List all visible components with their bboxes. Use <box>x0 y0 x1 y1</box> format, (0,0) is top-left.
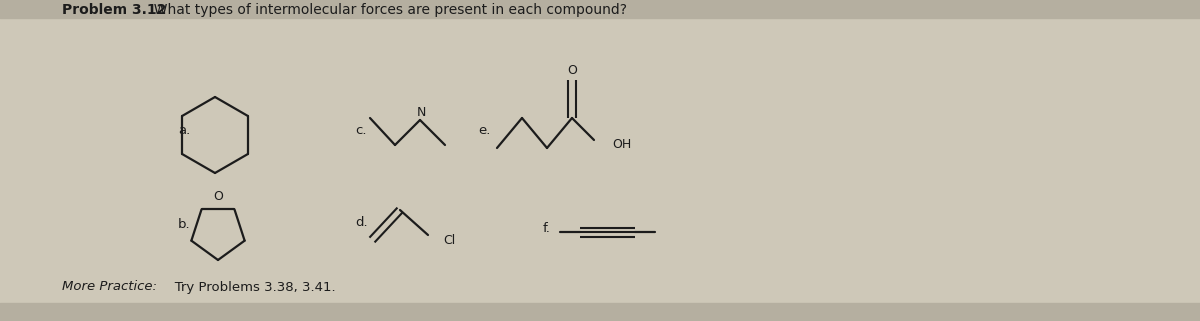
Text: e.: e. <box>478 124 491 136</box>
Text: N: N <box>416 106 426 118</box>
Text: Try Problems 3.38, 3.41.: Try Problems 3.38, 3.41. <box>162 281 336 293</box>
Text: O: O <box>568 64 577 76</box>
Text: Cl: Cl <box>443 233 455 247</box>
Text: More Practice:: More Practice: <box>62 281 157 293</box>
Text: O: O <box>214 189 223 203</box>
Text: Problem 3.12: Problem 3.12 <box>62 3 167 17</box>
Text: c.: c. <box>355 124 366 136</box>
Text: f.: f. <box>542 221 551 235</box>
Text: b.: b. <box>178 219 191 231</box>
Text: What types of intermolecular forces are present in each compound?: What types of intermolecular forces are … <box>145 3 628 17</box>
Text: OH: OH <box>612 137 631 151</box>
Text: d.: d. <box>355 215 367 229</box>
Text: a.: a. <box>178 124 191 136</box>
